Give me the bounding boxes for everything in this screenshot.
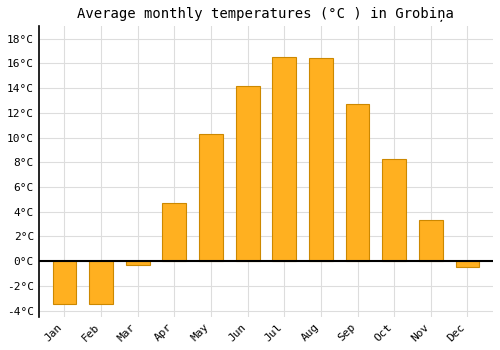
Bar — [236, 86, 260, 261]
Bar — [126, 261, 150, 265]
Bar — [272, 57, 296, 261]
Bar — [89, 261, 113, 304]
Bar — [52, 261, 76, 304]
Bar — [419, 220, 442, 261]
Bar — [456, 261, 479, 267]
Bar — [346, 104, 370, 261]
Bar — [382, 159, 406, 261]
Title: Average monthly temperatures (°C ) in Grobiņa: Average monthly temperatures (°C ) in Gr… — [78, 7, 454, 22]
Bar — [162, 203, 186, 261]
Bar — [199, 134, 223, 261]
Bar — [309, 58, 333, 261]
